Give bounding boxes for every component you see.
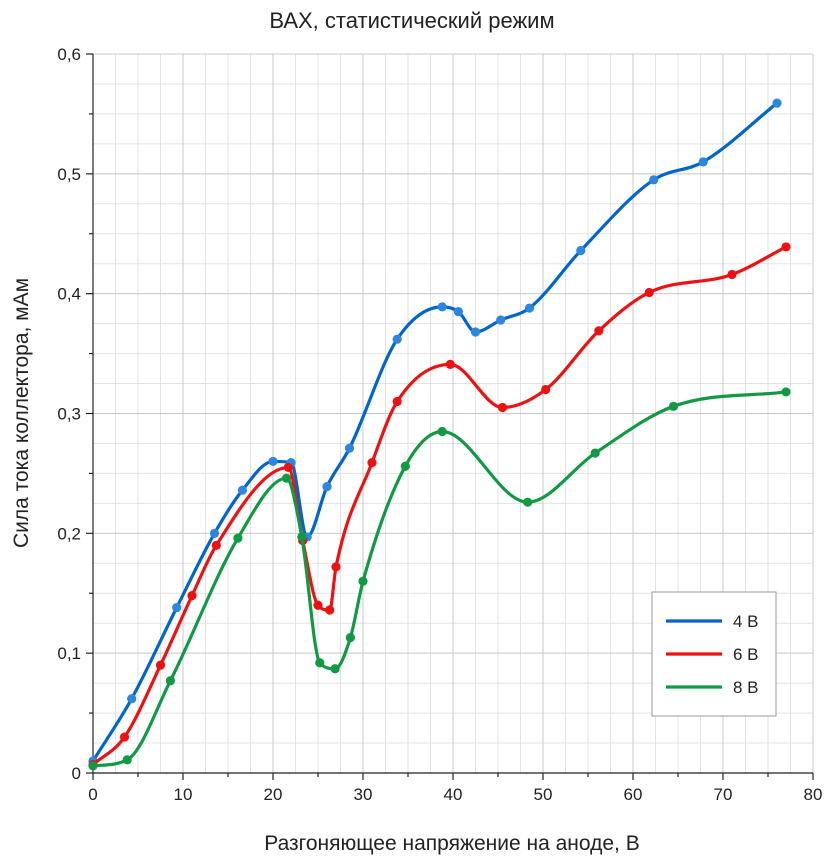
data-point: [345, 632, 355, 643]
data-point: [470, 327, 481, 337]
x-tick-label: 30: [354, 785, 373, 804]
data-point: [781, 242, 791, 252]
data-point: [644, 287, 654, 298]
data-point: [211, 540, 221, 550]
data-point: [437, 426, 447, 437]
data-point: [88, 761, 98, 771]
data-point: [496, 315, 506, 325]
y-tick-label: 0,4: [57, 285, 81, 304]
data-point: [367, 458, 377, 468]
data-point: [155, 660, 166, 670]
data-point: [392, 396, 402, 407]
y-tick-label: 0: [72, 764, 81, 783]
data-point: [233, 533, 243, 543]
data-point: [119, 732, 130, 742]
data-point: [590, 448, 600, 458]
data-point: [445, 359, 455, 369]
x-tick-label: 80: [804, 785, 823, 804]
data-point: [297, 532, 307, 542]
data-point: [727, 269, 737, 280]
data-point: [668, 401, 679, 411]
data-point: [322, 481, 332, 492]
data-point: [772, 98, 782, 108]
data-point: [497, 402, 508, 413]
x-tick-label: 60: [624, 785, 643, 804]
y-tick-label: 0,5: [57, 165, 81, 184]
data-point: [187, 591, 197, 601]
legend: 4 В 6 В 8 В: [651, 591, 777, 717]
data-point: [453, 307, 463, 317]
data-point: [209, 528, 220, 538]
x-tick-label: 20: [264, 785, 283, 804]
data-point: [331, 562, 341, 572]
y-axis-label: Сила тока коллектора, мАм: [10, 278, 33, 548]
data-point: [313, 600, 323, 610]
chart-title: ВАХ, статистический режим: [269, 8, 554, 33]
data-point: [283, 462, 293, 473]
chart-series: [88, 98, 791, 771]
series-line-3: [91, 390, 788, 768]
x-tick-label: 40: [444, 785, 463, 804]
data-point: [523, 497, 533, 507]
x-tick-label: 10: [174, 785, 193, 804]
data-point: [437, 302, 447, 312]
x-tick-label: 70: [714, 785, 733, 804]
chart-ticks: 0 10 20 30 40 50 60 70 80 0 0,1 0,2 0,3 0,4 0,5 0,6: [57, 45, 822, 804]
data-point: [698, 157, 708, 167]
data-point: [524, 303, 535, 313]
data-point: [165, 676, 175, 686]
legend-label: 8 В: [733, 678, 759, 697]
data-point: [358, 576, 368, 586]
legend-label: 6 В: [733, 645, 759, 664]
y-tick-label: 0,6: [57, 45, 81, 64]
data-point: [344, 443, 355, 453]
data-point: [330, 664, 340, 674]
y-tick-label: 0,2: [57, 524, 81, 543]
data-point: [281, 473, 292, 483]
data-point: [541, 384, 551, 395]
data-point: [127, 694, 137, 704]
data-point: [268, 456, 278, 467]
x-axis-label: Разгоняющее напряжение на аноде, В: [264, 832, 639, 855]
data-point: [392, 334, 402, 344]
data-point: [594, 326, 604, 336]
data-point: [315, 658, 325, 668]
data-point: [649, 175, 659, 185]
y-tick-label: 0,3: [57, 405, 81, 424]
data-point: [400, 461, 410, 471]
data-point: [576, 245, 586, 256]
data-point: [172, 603, 182, 613]
x-tick-label: 0: [88, 785, 97, 804]
data-point: [122, 755, 132, 765]
data-point: [325, 605, 335, 615]
y-tick-label: 0,1: [57, 644, 81, 663]
legend-label: 4 В: [733, 612, 759, 631]
x-tick-label: 50: [534, 785, 553, 804]
data-point: [781, 387, 791, 397]
data-point: [237, 485, 247, 495]
